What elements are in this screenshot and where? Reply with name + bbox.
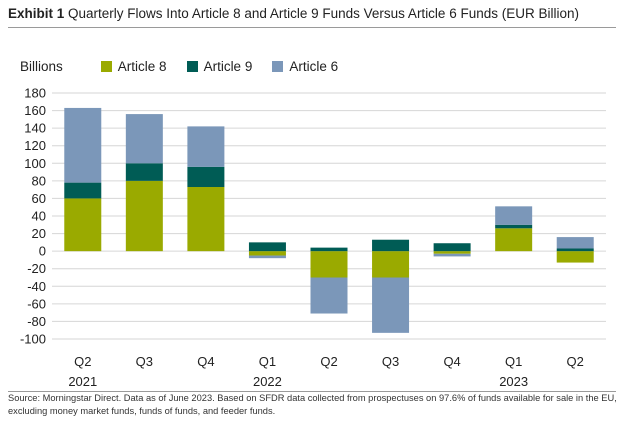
y-tick-label: 160	[24, 103, 46, 118]
legend-swatch-article6	[272, 61, 284, 72]
legend: Billions Article 8 Article 9 Article 6	[20, 59, 358, 74]
x-tick-label: Q2	[567, 354, 584, 369]
y-tick-label: -100	[20, 332, 46, 347]
bottom-divider	[8, 391, 616, 392]
bar-segment-article-9	[372, 239, 410, 252]
source-note: Source: Morningstar Direct. Data as of J…	[8, 392, 617, 418]
y-tick-label: 60	[32, 191, 46, 206]
source-line-2: excluding money market funds, funds of f…	[8, 406, 276, 416]
year-label: 2021	[68, 374, 97, 389]
x-tick-label: Q3	[136, 354, 153, 369]
legend-label-article9: Article 9	[203, 59, 253, 74]
bar-segment-article-9	[495, 224, 533, 229]
x-tick-label: Q4	[443, 354, 460, 369]
legend-label-article6: Article 6	[289, 59, 339, 74]
y-tick-label: 100	[24, 156, 46, 171]
x-tick-label: Q3	[382, 354, 399, 369]
bar-segment-article-6	[310, 277, 348, 314]
y-tick-label: -60	[27, 296, 46, 311]
bar-segment-article-6	[125, 114, 163, 164]
year-label: 2023	[499, 374, 528, 389]
top-divider	[8, 27, 616, 28]
bar-segment-article-8	[64, 198, 102, 252]
y-axis-label: Billions	[20, 59, 63, 74]
bar-segment-article-9	[248, 242, 286, 252]
x-tick-label: Q4	[197, 354, 214, 369]
legend-item-article9: Article 9	[186, 59, 253, 74]
bar-segment-article-8	[248, 251, 286, 256]
legend-item-article8: Article 8	[100, 59, 167, 74]
y-tick-label: 140	[24, 121, 46, 136]
x-tick-label: Q2	[74, 354, 91, 369]
bar-segment-article-6	[556, 237, 594, 249]
bar-segment-article-8	[187, 187, 225, 252]
bar-segment-article-8	[310, 251, 348, 278]
bar-segment-article-6	[64, 107, 102, 183]
bar-segment-article-6	[372, 277, 410, 333]
chart-title: Exhibit 1 Quarterly Flows Into Article 8…	[8, 6, 579, 21]
bar-segment-article-8	[556, 251, 594, 263]
bar-segment-article-6	[433, 253, 471, 257]
year-label: 2022	[253, 374, 282, 389]
exhibit-label: Exhibit 1	[8, 6, 65, 21]
y-tick-label: 180	[24, 86, 46, 101]
x-tick-label: Q1	[505, 354, 522, 369]
y-tick-label: 40	[32, 209, 46, 224]
x-tick-label: Q1	[259, 354, 276, 369]
bar-segment-article-8	[433, 251, 471, 254]
legend-item-article6: Article 6	[272, 59, 338, 74]
bar-segment-article-9	[310, 247, 348, 252]
y-tick-label: 120	[24, 138, 46, 153]
x-tick-label: Q2	[320, 354, 337, 369]
bar-segment-article-6	[495, 206, 533, 225]
y-tick-label: 0	[39, 244, 46, 259]
bar-segment-article-8	[495, 228, 533, 252]
source-line-1: Source: Morningstar Direct. Data as of J…	[8, 393, 617, 403]
bar-segment-article-9	[556, 248, 594, 252]
bar-segment-article-8	[125, 180, 163, 252]
bar-segment-article-9	[187, 166, 225, 188]
bar-segment-article-8	[372, 251, 410, 278]
y-tick-label: -40	[27, 279, 46, 294]
bar-segment-article-9	[433, 243, 471, 252]
title-text: Quarterly Flows Into Article 8 and Artic…	[68, 6, 579, 21]
y-tick-label: -20	[27, 261, 46, 276]
y-tick-label: -80	[27, 314, 46, 329]
bar-segment-article-9	[125, 163, 163, 181]
legend-swatch-article9	[186, 61, 198, 72]
bar-segment-article-9	[64, 182, 102, 199]
legend-label-article8: Article 8	[117, 59, 167, 74]
legend-swatch-article8	[100, 61, 112, 72]
bar-segment-article-6	[248, 255, 286, 259]
y-tick-label: 80	[32, 173, 46, 188]
bar-segment-article-6	[187, 126, 225, 167]
y-tick-label: 20	[32, 226, 46, 241]
